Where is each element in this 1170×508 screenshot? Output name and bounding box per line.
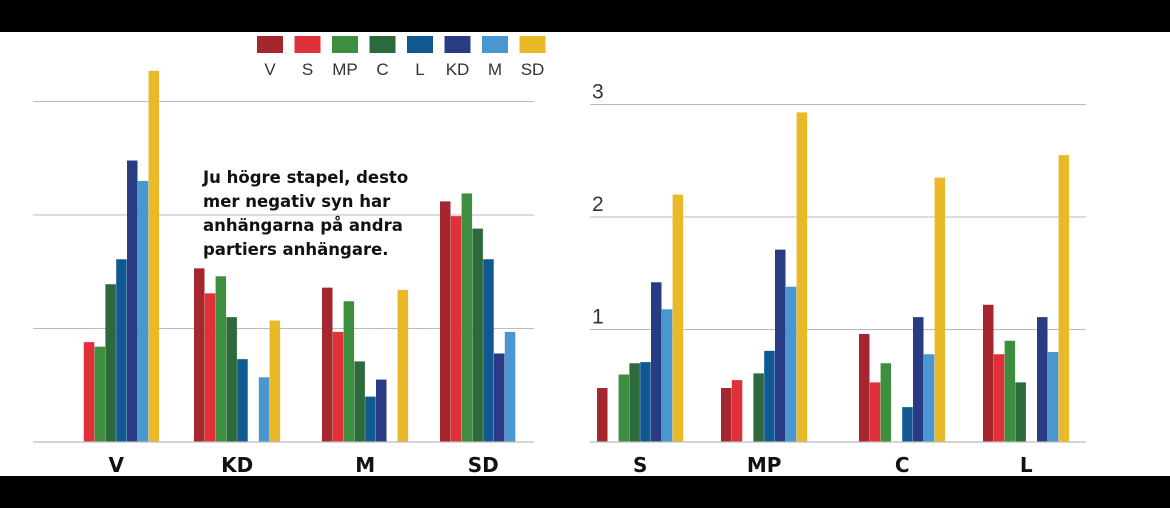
legend-label-s: S	[302, 60, 313, 79]
bar-m-c	[354, 361, 365, 442]
bar-kd-sd	[269, 320, 281, 442]
bar-kd-mp	[215, 276, 227, 442]
bar-s-kd	[651, 282, 662, 442]
bar-l-sd	[1058, 155, 1070, 442]
bar-mp-m	[785, 286, 797, 442]
legend-label-c: C	[376, 60, 388, 79]
bar-l-mp	[1004, 340, 1016, 442]
bar-v-m	[137, 180, 149, 442]
bar-s-c	[629, 363, 640, 442]
bar-sd-mp	[461, 193, 473, 442]
bar-c-m	[923, 354, 935, 442]
category-label-sd: SD	[468, 453, 499, 476]
bar-kd-c	[226, 317, 237, 442]
annotation-line-4: partiers anhängare.	[203, 240, 389, 259]
legend-swatch-v	[257, 36, 283, 53]
bar-kd-l	[237, 359, 248, 442]
category-label-m: M	[355, 453, 375, 476]
y-tick-label: 3	[592, 81, 604, 104]
bar-m-mp	[343, 301, 355, 442]
legend-swatch-mp	[332, 36, 358, 53]
y-tick-label: 1	[592, 306, 604, 329]
chart-panel: V S MP C L KD M SD V KD M SD 1 2 3 S MP C L Ju högre stape…	[0, 32, 1170, 476]
legend-label-l: L	[415, 60, 424, 79]
bar-s-sd	[672, 194, 684, 442]
legend-label-sd: SD	[521, 60, 545, 79]
y-tick-label: 2	[592, 193, 604, 216]
bar-m-sd	[397, 289, 409, 442]
legend-swatch-l	[407, 36, 433, 53]
bar-s-mp	[618, 374, 630, 442]
bar-c-kd	[913, 317, 924, 442]
legend-label-kd: KD	[446, 60, 470, 79]
legend-swatch-s	[294, 36, 321, 53]
legend-swatch-kd	[444, 36, 471, 53]
category-label-v: V	[108, 453, 124, 476]
bar-s-m	[661, 309, 673, 442]
bar-sd-v	[440, 201, 451, 442]
bar-l-s	[993, 354, 1005, 442]
bar-kd-m	[258, 377, 270, 442]
bar-mp-s	[731, 380, 743, 442]
chart-annotation: Ju högre stapel, desto mer negativ syn h…	[203, 166, 418, 262]
annotation-line-3: anhängarna på andra	[203, 216, 403, 235]
bar-c-v	[859, 334, 870, 442]
bar-m-kd	[376, 379, 387, 442]
legend-label-m: M	[488, 60, 502, 79]
bar-l-m	[1047, 352, 1059, 442]
bar-mp-l	[764, 350, 775, 442]
chart-svg: V S MP C L KD M SD V KD M SD 1 2 3 S MP C L	[33, 36, 1086, 476]
bar-v-s	[83, 342, 95, 442]
bar-kd-v	[194, 268, 205, 442]
category-label-l: L	[1020, 453, 1033, 476]
bar-sd-m	[504, 331, 516, 442]
bar-sd-l	[483, 259, 494, 442]
bar-kd-s	[204, 293, 216, 442]
annotation-line-1: Ju högre stapel, desto	[203, 168, 409, 187]
bar-l-c	[1015, 382, 1026, 442]
legend-swatch-m	[482, 36, 508, 53]
bar-sd-c	[472, 228, 483, 442]
legend-label-mp: MP	[332, 60, 358, 79]
bar-mp-c	[753, 373, 764, 442]
category-label-s: S	[633, 453, 647, 476]
legend-swatch-sd	[519, 36, 546, 53]
bar-mp-v	[721, 388, 732, 442]
bar-v-mp	[94, 346, 106, 442]
annotation-line-2: mer negativ syn har	[203, 192, 391, 211]
bar-s-v	[597, 388, 608, 442]
bar-m-s	[332, 331, 344, 442]
bar-sd-s	[450, 216, 462, 442]
bar-m-v	[322, 287, 333, 442]
bar-l-kd	[1037, 317, 1048, 442]
legend-label-v: V	[264, 60, 276, 79]
bar-c-l	[902, 407, 913, 442]
bar-v-kd	[127, 160, 138, 442]
bar-l-v	[983, 304, 994, 442]
bar-v-c	[105, 284, 116, 442]
bar-v-sd	[148, 70, 160, 443]
bar-c-mp	[880, 363, 892, 442]
category-label-kd: KD	[221, 453, 253, 476]
bar-s-l	[640, 362, 651, 442]
bar-v-l	[116, 259, 127, 442]
bar-mp-kd	[775, 249, 786, 442]
bar-c-s	[869, 382, 881, 442]
bar-c-sd	[934, 177, 946, 442]
bar-mp-sd	[796, 112, 808, 442]
category-label-c: C	[895, 453, 910, 476]
category-label-mp: MP	[747, 453, 782, 476]
bar-m-l	[365, 396, 376, 442]
bar-sd-kd	[494, 353, 505, 442]
legend-swatch-c	[369, 36, 396, 53]
